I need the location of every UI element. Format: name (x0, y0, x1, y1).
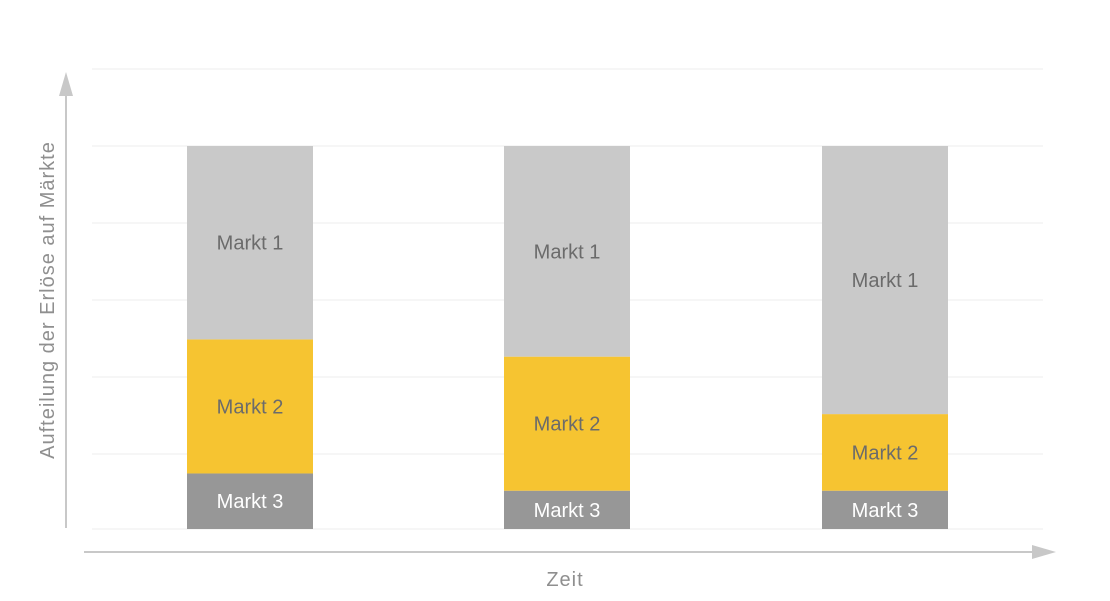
bar-segment-markt-2 (187, 339, 313, 474)
bar-label-markt-2: Markt 2 (534, 414, 601, 436)
bar-label-markt-2: Markt 2 (852, 442, 919, 464)
x-axis-label: Zeit (546, 569, 583, 591)
bar-segment-markt-3 (504, 490, 630, 529)
bar-segment-markt-2 (504, 356, 630, 491)
y-axis-arrow-icon (59, 72, 73, 96)
bar-segment-markt-1 (504, 146, 630, 357)
bar-label-markt-3: Markt 3 (217, 491, 284, 513)
bar-segment-markt-3 (187, 473, 313, 529)
bar-segment-markt-2 (822, 414, 948, 491)
bar-label-markt-1: Markt 1 (217, 233, 284, 255)
y-axis-label: Aufteilung der Erlöse auf Märkte (37, 141, 59, 459)
bar-segment-markt-1 (187, 146, 313, 340)
x-axis-arrow-icon (1032, 545, 1056, 559)
bar-stack: Markt 3 Markt 2 Markt 1 (822, 146, 948, 529)
bar-label-markt-3: Markt 3 (852, 500, 919, 522)
bar-label-markt-2: Markt 2 (217, 396, 284, 418)
bar-label-markt-1: Markt 1 (534, 241, 601, 263)
bar-segment-markt-3 (822, 490, 948, 529)
bar-stack: Markt 3 Markt 2 Markt 1 (187, 146, 313, 529)
bar-label-markt-1: Markt 1 (852, 270, 919, 292)
bar-stack: Markt 3 Markt 2 Markt 1 (504, 146, 630, 529)
bar-label-markt-3: Markt 3 (534, 500, 601, 522)
bar-segment-markt-1 (822, 146, 948, 415)
